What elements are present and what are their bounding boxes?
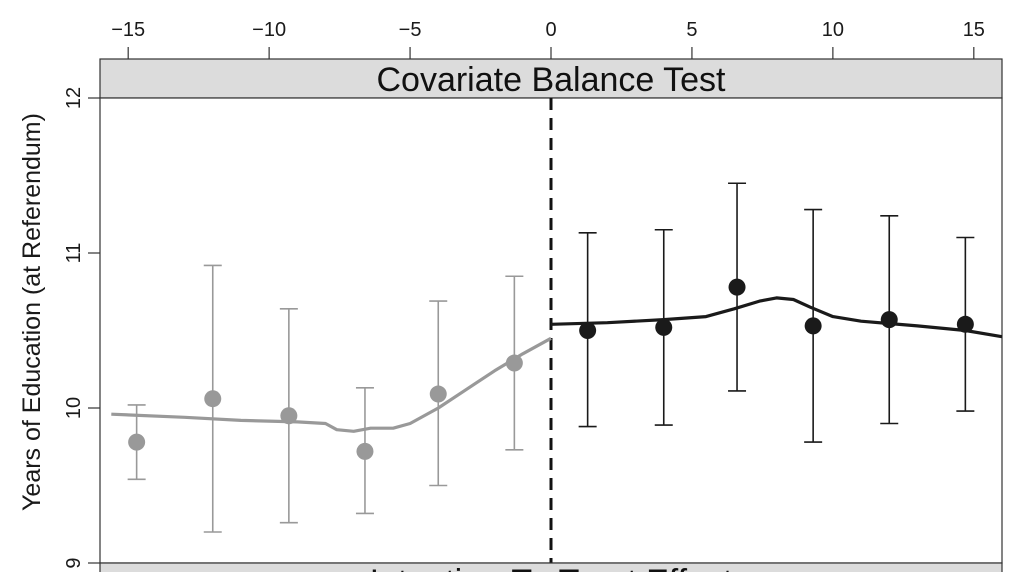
x-tick-label: 5 — [686, 19, 697, 41]
data-point — [804, 317, 822, 335]
data-point — [128, 433, 146, 451]
data-point — [505, 354, 523, 372]
data-point — [579, 322, 597, 339]
next-panel-strip — [99, 562, 1003, 572]
x-tick-label: 10 — [822, 19, 844, 41]
x-tick-label: −10 — [252, 19, 286, 41]
y-axis-label: Years of Education (at Referendum) — [18, 113, 46, 511]
data-marks — [111, 98, 1003, 563]
x-tick-label: −5 — [399, 19, 422, 41]
next-panel-title: Intention-To-Treat Effect — [370, 563, 733, 572]
y-tick-label: 9 — [63, 557, 85, 568]
data-point — [429, 385, 447, 403]
x-tick-label: 15 — [963, 19, 985, 41]
y-tick-label: 10 — [63, 397, 85, 419]
data-point — [880, 311, 898, 329]
y-tick-label: 11 — [63, 243, 85, 264]
data-point — [356, 442, 374, 460]
y-tick-label: 12 — [63, 87, 85, 109]
x-tick-label: 0 — [545, 19, 556, 41]
top-x-axis: −15 −10 −5 0 5 10 15 — [111, 19, 985, 59]
data-point — [956, 315, 974, 333]
x-tick-label: −15 — [111, 19, 145, 41]
data-point — [204, 390, 222, 408]
left-y-axis: 9 10 11 12 — [63, 87, 100, 569]
smooth-line — [111, 336, 552, 433]
chart-title: Covariate Balance Test — [376, 61, 726, 99]
data-point — [655, 318, 673, 336]
data-point — [728, 278, 746, 296]
data-point — [280, 407, 298, 425]
smooth-line — [550, 296, 1003, 339]
